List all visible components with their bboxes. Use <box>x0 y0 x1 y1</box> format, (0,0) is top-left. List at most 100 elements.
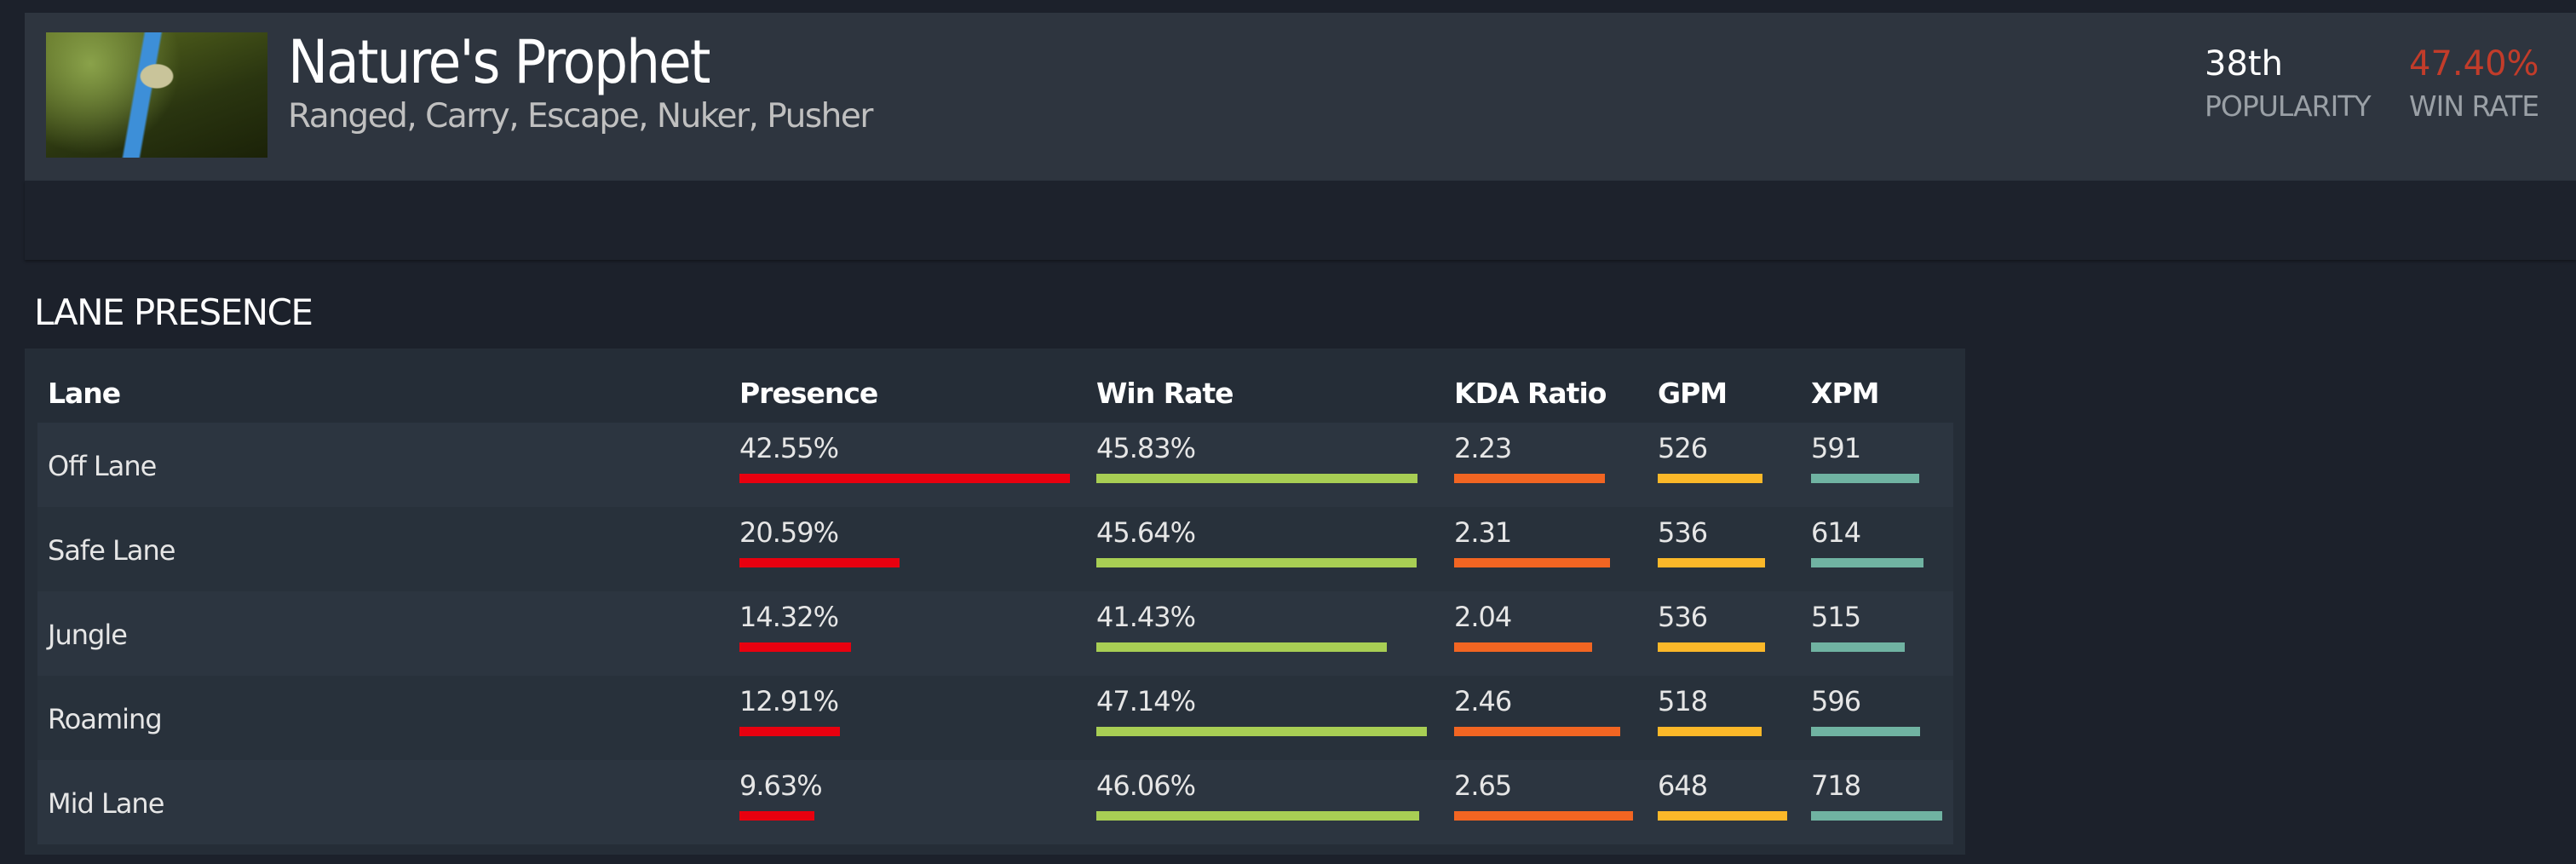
xpm-bar <box>1811 558 1923 567</box>
presence-cell: 14.32% <box>739 600 851 652</box>
win-rate-stat: 47.40% WIN RATE <box>2409 43 2539 128</box>
gpm-cell: 518 <box>1658 684 1762 736</box>
gpm-value: 648 <box>1658 769 1708 802</box>
kda-cell: 2.65 <box>1454 769 1633 821</box>
xpm-bar <box>1811 811 1942 821</box>
xpm-value: 718 <box>1811 769 1861 802</box>
hero-roles: Ranged, Carry, Escape, Nuker, Pusher <box>288 97 873 135</box>
section-title: LANE PRESENCE <box>34 291 313 333</box>
column-header-gpm: GPM <box>1658 377 1728 410</box>
win-rate-cell: 41.43% <box>1096 600 1387 652</box>
win-rate-value: 41.43% <box>1096 601 1196 633</box>
gpm-value: 536 <box>1658 601 1708 633</box>
column-header-presence: Presence <box>739 377 878 410</box>
table-row: Jungle 14.32% 41.43% 2.04 536 515 <box>37 591 1953 676</box>
presence-value: 9.63% <box>739 769 823 802</box>
column-header-win-rate: Win Rate <box>1096 377 1234 410</box>
hero-portrait-icon <box>46 32 267 158</box>
win-rate-bar <box>1096 558 1417 567</box>
kda-value: 2.65 <box>1454 769 1512 802</box>
gpm-cell: 648 <box>1658 769 1787 821</box>
table-row: Off Lane 42.55% 45.83% 2.23 526 591 <box>37 423 1953 507</box>
win-rate-label: WIN RATE <box>2409 89 2539 123</box>
presence-value: 12.91% <box>739 685 839 717</box>
gpm-value: 526 <box>1658 432 1708 464</box>
win-rate-bar <box>1096 811 1419 821</box>
kda-bar <box>1454 811 1633 821</box>
gpm-cell: 536 <box>1658 516 1765 567</box>
column-header-xpm: XPM <box>1811 377 1879 410</box>
win-rate-cell: 45.83% <box>1096 431 1417 483</box>
win-rate-cell: 45.64% <box>1096 516 1417 567</box>
win-rate-cell: 47.14% <box>1096 684 1427 736</box>
table-row: Safe Lane 20.59% 45.64% 2.31 536 614 <box>37 507 1953 591</box>
lane-name: Off Lane <box>48 450 157 482</box>
kda-value: 2.46 <box>1454 685 1512 717</box>
presence-cell: 42.55% <box>739 431 1070 483</box>
lane-presence-table: Lane Presence Win Rate KDA Ratio GPM XPM… <box>25 348 1965 855</box>
hero-name: Nature's Prophet <box>288 27 710 97</box>
table-row: Roaming 12.91% 47.14% 2.46 518 596 <box>37 676 1953 760</box>
gpm-cell: 536 <box>1658 600 1765 652</box>
gpm-value: 536 <box>1658 516 1708 549</box>
presence-cell: 9.63% <box>739 769 823 821</box>
table-row: Mid Lane 9.63% 46.06% 2.65 648 718 <box>37 760 1953 844</box>
xpm-value: 614 <box>1811 516 1861 549</box>
xpm-bar <box>1811 727 1920 736</box>
xpm-cell: 614 <box>1811 516 1923 567</box>
presence-value: 20.59% <box>739 516 839 549</box>
win-rate-bar <box>1096 474 1417 483</box>
presence-cell: 20.59% <box>739 516 900 567</box>
presence-bar <box>739 811 814 821</box>
xpm-bar <box>1811 474 1919 483</box>
column-header-kda: KDA Ratio <box>1454 377 1607 410</box>
lane-name: Jungle <box>48 619 128 651</box>
hero-header <box>25 13 2576 181</box>
popularity-label: POPULARITY <box>2205 89 2372 123</box>
kda-bar <box>1454 727 1620 736</box>
presence-value: 42.55% <box>739 432 839 464</box>
win-rate-bar <box>1096 727 1427 736</box>
gpm-bar <box>1658 811 1787 821</box>
kda-cell: 2.04 <box>1454 600 1592 652</box>
xpm-bar <box>1811 642 1905 652</box>
kda-value: 2.31 <box>1454 516 1512 549</box>
gpm-bar <box>1658 727 1762 736</box>
presence-cell: 12.91% <box>739 684 840 736</box>
kda-cell: 2.31 <box>1454 516 1610 567</box>
win-rate-value: 45.83% <box>1096 432 1196 464</box>
win-rate-value: 47.14% <box>1096 685 1196 717</box>
win-rate-value: 45.64% <box>1096 516 1196 549</box>
gpm-bar <box>1658 558 1765 567</box>
presence-bar <box>739 474 1070 483</box>
gpm-bar <box>1658 474 1762 483</box>
popularity-value: 38th <box>2205 44 2283 84</box>
kda-value: 2.04 <box>1454 601 1512 633</box>
xpm-value: 596 <box>1811 685 1861 717</box>
win-rate-cell: 46.06% <box>1096 769 1419 821</box>
presence-bar <box>739 727 840 736</box>
popularity-stat: 38th POPULARITY <box>2205 43 2372 128</box>
presence-bar <box>739 642 851 652</box>
lane-name: Mid Lane <box>48 787 164 820</box>
xpm-cell: 718 <box>1811 769 1942 821</box>
kda-bar <box>1454 642 1592 652</box>
lane-name: Safe Lane <box>48 534 175 567</box>
presence-bar <box>739 558 900 567</box>
hero-header-subpanel <box>25 181 2576 260</box>
column-header-lane: Lane <box>48 377 121 410</box>
presence-value: 14.32% <box>739 601 839 633</box>
win-rate-value: 47.40% <box>2409 44 2539 84</box>
win-rate-value: 46.06% <box>1096 769 1196 802</box>
xpm-cell: 596 <box>1811 684 1920 736</box>
gpm-value: 518 <box>1658 685 1708 717</box>
win-rate-bar <box>1096 642 1387 652</box>
gpm-cell: 526 <box>1658 431 1762 483</box>
kda-value: 2.23 <box>1454 432 1512 464</box>
kda-bar <box>1454 558 1610 567</box>
kda-bar <box>1454 474 1605 483</box>
lane-name: Roaming <box>48 703 163 735</box>
xpm-cell: 515 <box>1811 600 1905 652</box>
kda-cell: 2.23 <box>1454 431 1605 483</box>
xpm-cell: 591 <box>1811 431 1919 483</box>
